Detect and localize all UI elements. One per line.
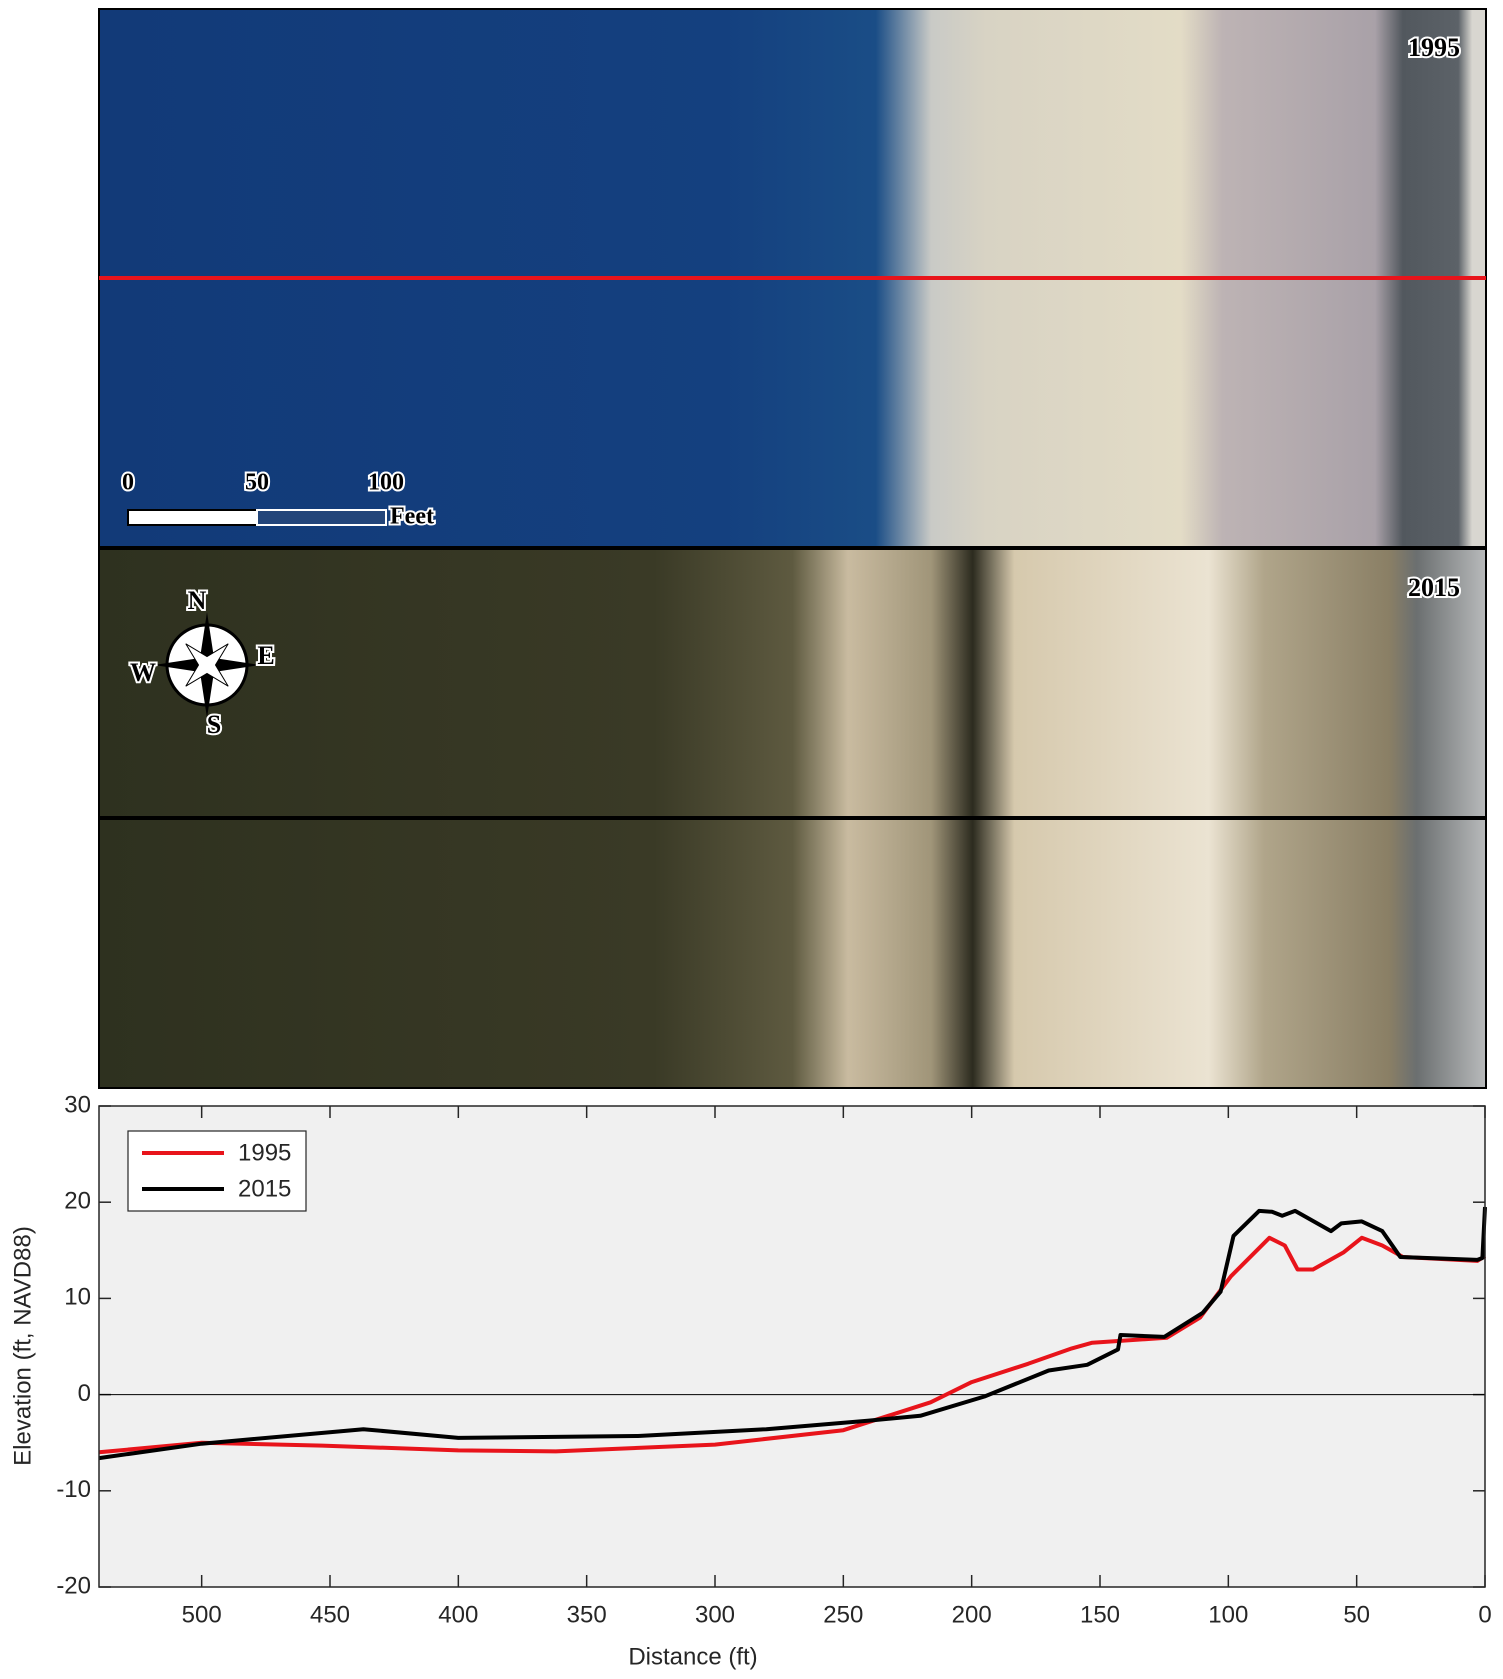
scale-bar: Feet 0 50 100 — [120, 468, 436, 532]
compass: N E S W — [128, 584, 277, 741]
plot-area — [99, 1106, 1485, 1587]
x-tick-label: 150 — [1080, 1601, 1120, 1628]
plot — [98, 1105, 1487, 1588]
compass-star — [185, 643, 229, 687]
x-tick-label: 250 — [823, 1601, 863, 1628]
scale-unit: Feet — [390, 504, 434, 530]
x-tick-label: 100 — [1208, 1601, 1248, 1628]
y-tick-label: 10 — [64, 1284, 91, 1311]
legend-box — [127, 1130, 307, 1212]
x-tick-label: 450 — [310, 1601, 350, 1628]
panel-label: 1995 — [1408, 33, 1460, 62]
y-tick-label: 30 — [64, 1091, 91, 1118]
x-tick-label: 200 — [952, 1601, 992, 1628]
series-line — [98, 1235, 1487, 1455]
scale-tick-label: 0 — [122, 470, 134, 496]
y-axis-label: Elevation (ft, NAVD88) — [9, 1226, 36, 1466]
x-tick-label: 300 — [695, 1601, 735, 1628]
legend-label: 1995 — [238, 1139, 291, 1166]
y-tick-label: -20 — [56, 1572, 91, 1599]
scale-tick-label: 100 — [368, 470, 404, 496]
scale-tick-label: 50 — [245, 470, 269, 496]
panel-label: 2015 — [1408, 573, 1460, 602]
y-tick-label: -10 — [56, 1476, 91, 1503]
compass-letter: S — [207, 710, 221, 739]
x-tick-label: 0 — [1478, 1601, 1491, 1628]
compass-letter: E — [257, 641, 274, 670]
y-tick-label: 0 — [78, 1380, 91, 1407]
x-axis-label: Distance (ft) — [628, 1643, 757, 1670]
x-tick-label: 50 — [1343, 1601, 1370, 1628]
x-tick-label: 500 — [182, 1601, 222, 1628]
x-tick-label: 350 — [567, 1601, 607, 1628]
compass-letter: W — [130, 658, 156, 687]
compass-letter: N — [188, 586, 207, 615]
scale-segment — [127, 509, 258, 526]
series-line — [98, 1206, 1487, 1461]
x-tick-label: 400 — [438, 1601, 478, 1628]
axes-box — [98, 1105, 1486, 1588]
scale-segment — [256, 509, 387, 526]
legend-label: 2015 — [238, 1175, 291, 1202]
y-tick-label: 20 — [64, 1188, 91, 1215]
